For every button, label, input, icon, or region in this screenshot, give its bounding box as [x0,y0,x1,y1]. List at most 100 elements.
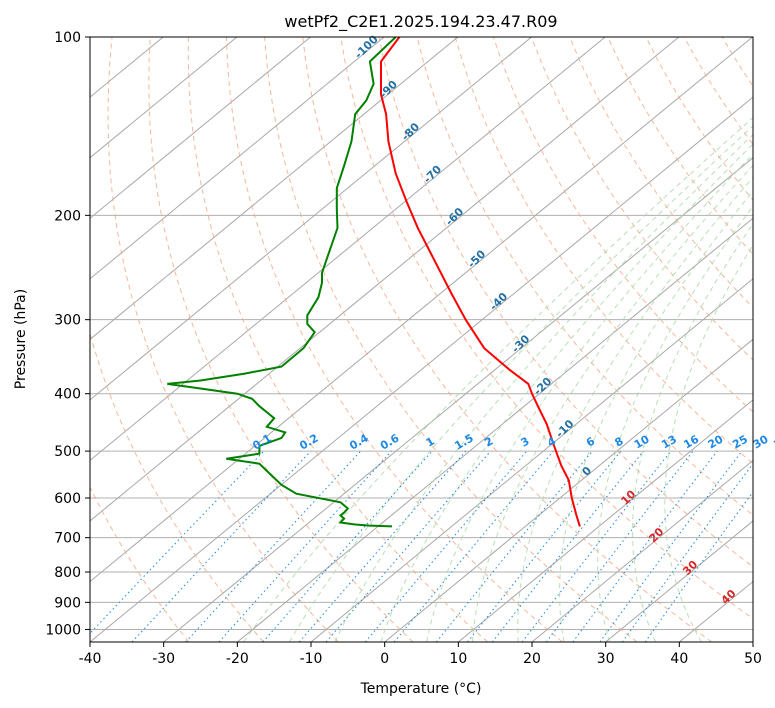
y-tick-label: 600 [54,491,81,507]
isotherm-line [90,37,532,401]
mixing-ratio-line [298,450,467,642]
moist-adiabat-line [472,164,753,642]
y-axis: 100 200 300 400 500 600 700 800 900 1000 [45,30,90,638]
mixing-ratio-line [218,450,392,642]
dry-adiabat-line [569,37,753,309]
isotherm-label: -60 [443,205,466,228]
isotherm-label: -40 [487,290,510,313]
dry-adiabat-line [148,37,414,642]
mixing-ratio-line [491,450,644,642]
mixing-ratio-line [364,450,528,642]
isotherm-line [90,96,753,642]
isotherm-label: -80 [399,120,422,143]
plot-frame [89,36,754,643]
isotherm-line [163,157,753,642]
y-axis-label: Pressure (hPa) [13,289,29,389]
dry-adiabat-line [302,37,713,642]
mixing-ratio-line [90,450,265,635]
mixing-ratio-line [131,450,312,642]
isotherm-line [90,37,606,462]
isotherm-label: -30 [509,332,532,355]
x-axis-label: Temperature (°C) [360,681,482,697]
dry-adiabat-line [683,37,753,146]
mixing-ratio-label: 3 [519,435,532,450]
x-tick-label: -20 [226,651,249,667]
mixing-ratio-line [325,450,491,642]
mixing-ratio-label: 8 [613,435,626,450]
mixing-ratio-label: 10 [632,432,652,451]
y-tick-label: 900 [54,595,81,611]
x-tick-label: 40 [670,651,688,667]
isotherm-line [90,37,238,159]
isotherm-line [458,399,753,642]
y-tick-label: 700 [54,531,81,547]
mixing-ratio-line [393,450,554,642]
mixing-ratio-label: 1 [424,435,437,450]
mixing-ratio-label: 30 [751,432,771,451]
dry-adiabat-line [340,37,753,620]
isotherm-line [90,37,753,583]
y-tick-label: 100 [54,30,81,46]
mixing-ratio-label: 0.4 [347,431,371,452]
x-tick-label: 50 [744,651,762,667]
x-tick-label: 20 [523,651,541,667]
isotherm-label: -50 [465,247,488,270]
x-axis: -40 -30 -20 -10 0 10 20 30 40 50 [79,642,762,667]
dry-adiabat-line [187,37,488,642]
mixing-ratio-label: 0.1 [250,432,273,453]
mixing-ratio-line [599,450,743,642]
moist-adiabat-line [632,223,753,642]
dry-adiabat-line [90,331,264,642]
dry-adiabat-line [264,37,638,642]
moist-adiabat-line [664,243,753,642]
x-tick-label: -40 [79,651,102,667]
isotherm-line [90,37,680,522]
profile-line [167,37,397,528]
isotherm-line [752,641,753,642]
mixing-ratio-line [521,450,672,642]
dry-adiabat-label: 20 [646,525,666,545]
y-tick-label: 1000 [45,622,81,638]
isotherm-label: -10 [553,417,576,440]
mixing-ratio-line [185,450,362,642]
isotherm-line [310,278,753,642]
isotherm-line [679,580,753,642]
profile-line [380,37,581,527]
moist-adiabat-line [288,125,753,642]
mixing-ratio-label: 0.2 [297,432,320,453]
isotherm-label: -20 [531,375,554,398]
isotherm-line [90,37,385,280]
x-tick-label: 10 [449,651,467,667]
mixing-ratio-line [436,450,593,642]
dry-adiabat-line [416,37,753,516]
dry-adiabat-line [107,37,339,642]
dry-adiabat-line [721,37,753,88]
isotherm-line [237,217,753,642]
moist-adiabat-line [334,133,753,642]
skewed-isotherms [90,37,775,642]
y-tick-label: 300 [54,313,81,329]
dry-adiabat-line [760,37,775,642]
chart-title: wetPf2_C2E1.2025.194.23.47.R09 [284,12,557,32]
dry-adiabat-label: 30 [680,558,700,578]
mixing-ratio-label: 20 [706,432,726,451]
dry-adiabat-line [531,37,753,361]
dry-adiabat-line [492,37,753,413]
x-tick-label: 0 [380,651,389,667]
profile-lines [167,37,581,528]
x-tick-label: -30 [152,651,175,667]
y-tick-label: 400 [54,387,81,403]
moist-adiabat-line [597,205,753,642]
dry-adiabat-label: 40 [719,587,739,607]
mixing-ratio-label: 16 [681,432,701,451]
mixing-ratio-line [621,462,753,642]
y-tick-label: 200 [54,208,81,224]
moist-adiabat-line [517,176,753,642]
dry-adiabat-line [454,37,753,465]
moist-adiabat-line [559,190,753,642]
y-tick-label: 500 [54,444,81,460]
isotherm-line [531,459,753,642]
mixing-ratio-line [644,491,753,642]
grid-lines [90,37,753,630]
